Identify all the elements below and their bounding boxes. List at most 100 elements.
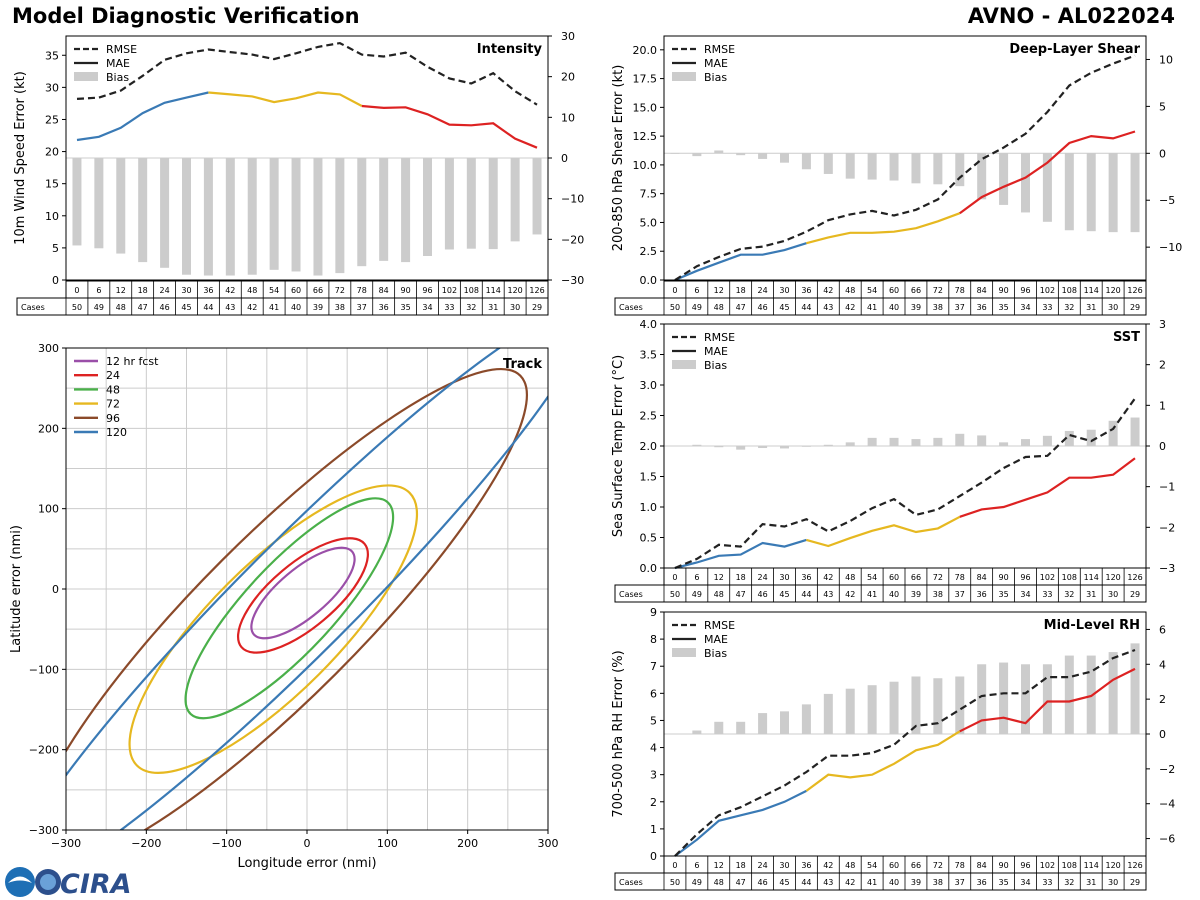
cases-label: Cases [619, 590, 643, 599]
mae-line-segment [674, 538, 807, 570]
storm-id: AVNO - AL022024 [967, 4, 1175, 28]
legend-bias-label: Bias [704, 647, 727, 660]
case-cell: 49 [692, 878, 702, 887]
case-cell: 29 [532, 303, 542, 312]
bias-bar [247, 158, 257, 275]
hour-cell: 96 [1020, 573, 1030, 582]
hour-cell: 12 [714, 286, 724, 295]
case-cell: 31 [1086, 878, 1096, 887]
x-tick-label: −200 [131, 837, 161, 850]
bias-bar [758, 446, 768, 449]
case-cell: 43 [823, 590, 833, 599]
case-cell: 50 [670, 590, 680, 599]
hour-cell: 114 [1084, 573, 1099, 582]
case-cell: 45 [181, 303, 191, 312]
hour-cell: 90 [998, 861, 1008, 870]
hour-cell: 54 [269, 286, 279, 295]
y-tick-label: −200 [29, 744, 59, 757]
legend-label: 96 [106, 412, 120, 425]
y2-tick-label: −6 [1159, 833, 1175, 846]
legend-rmse-label: RMSE [106, 43, 137, 56]
legend-bias-label: Bias [704, 359, 727, 372]
hour-cell: 48 [845, 861, 855, 870]
panel-title: Track [503, 357, 542, 372]
y-tick-label: 3 [650, 769, 657, 782]
chart-sst: 0.00.51.01.52.02.53.03.54.0−3−2−10123Sea… [611, 318, 1175, 603]
bias-bar [1086, 153, 1096, 232]
y-tick-label: 4.0 [640, 318, 658, 331]
case-cell: 29 [1130, 878, 1140, 887]
case-cell: 42 [845, 878, 855, 887]
case-cell: 45 [779, 878, 789, 887]
legend-bias-swatch [672, 360, 696, 369]
mae-line-segment [208, 91, 363, 107]
case-cell: 47 [736, 878, 746, 887]
cira-globe-inner-icon [40, 874, 56, 890]
y-tick-label: −300 [29, 824, 59, 837]
hour-cell: 48 [247, 286, 257, 295]
mae-line-segment [674, 242, 807, 282]
hour-cell: 108 [1062, 573, 1077, 582]
y2-tick-label: 6 [1159, 623, 1166, 636]
case-cell: 50 [670, 303, 680, 312]
y-tick-label: 17.5 [633, 73, 658, 86]
case-cell: 41 [867, 878, 877, 887]
hour-cell: 90 [998, 573, 1008, 582]
y-tick-label: 0 [52, 274, 59, 287]
bias-bar [736, 446, 746, 450]
hour-cell: 12 [116, 286, 126, 295]
y-tick-label: 12.5 [633, 130, 658, 143]
hour-cell: 18 [736, 286, 746, 295]
hour-cell: 72 [933, 573, 943, 582]
bias-bar [291, 158, 301, 272]
case-cell: 34 [422, 303, 432, 312]
bias-bar [1064, 430, 1074, 446]
legend-rmse-label: RMSE [704, 43, 735, 56]
case-cell: 35 [998, 878, 1008, 887]
y2-tick-label: −1 [1159, 481, 1175, 494]
y2-tick-label: 0 [1159, 728, 1166, 741]
hour-cell: 84 [977, 286, 987, 295]
case-cell: 38 [933, 590, 943, 599]
rmse-line [674, 54, 1136, 281]
case-cell: 41 [867, 590, 877, 599]
page-title: Model Diagnostic Verification [12, 4, 360, 28]
y2-tick-label: −20 [561, 233, 584, 246]
bias-bar [488, 158, 498, 250]
case-cell: 36 [977, 590, 987, 599]
bias-bar [977, 153, 987, 200]
hour-cell: 36 [801, 861, 811, 870]
case-cell: 30 [1108, 303, 1118, 312]
bias-bar [780, 153, 789, 163]
bias-bar [1130, 643, 1140, 734]
bias-bar [999, 442, 1009, 446]
legend-bias-label: Bias [106, 71, 129, 84]
case-cell: 47 [736, 303, 746, 312]
hour-cell: 0 [672, 573, 677, 582]
bias-bar [1086, 429, 1096, 446]
case-cell: 43 [225, 303, 235, 312]
bias-bar [758, 713, 768, 734]
hour-cell: 126 [529, 286, 544, 295]
legend-label: 12 hr fcst [106, 355, 159, 368]
case-cell: 31 [488, 303, 498, 312]
bias-bar [444, 158, 454, 250]
y-tick-label: 0.0 [640, 274, 658, 287]
bias-bar [1108, 153, 1118, 233]
legend-rmse-label: RMSE [704, 619, 735, 632]
case-cell: 35 [400, 303, 410, 312]
hour-cell: 114 [1084, 861, 1099, 870]
bias-bar [72, 158, 82, 246]
y-tick-label: 3.0 [640, 379, 658, 392]
hour-cell: 54 [867, 861, 877, 870]
bias-bar [182, 158, 191, 275]
bias-bar [692, 444, 702, 446]
bias-bar [225, 158, 235, 276]
bias-bar [1042, 153, 1052, 222]
bias-bar [889, 437, 899, 446]
cases-label: Cases [21, 303, 45, 312]
hour-cell: 72 [933, 861, 943, 870]
case-cell: 36 [977, 303, 987, 312]
legend-bias-label: Bias [704, 71, 727, 84]
bias-bar [313, 158, 323, 276]
